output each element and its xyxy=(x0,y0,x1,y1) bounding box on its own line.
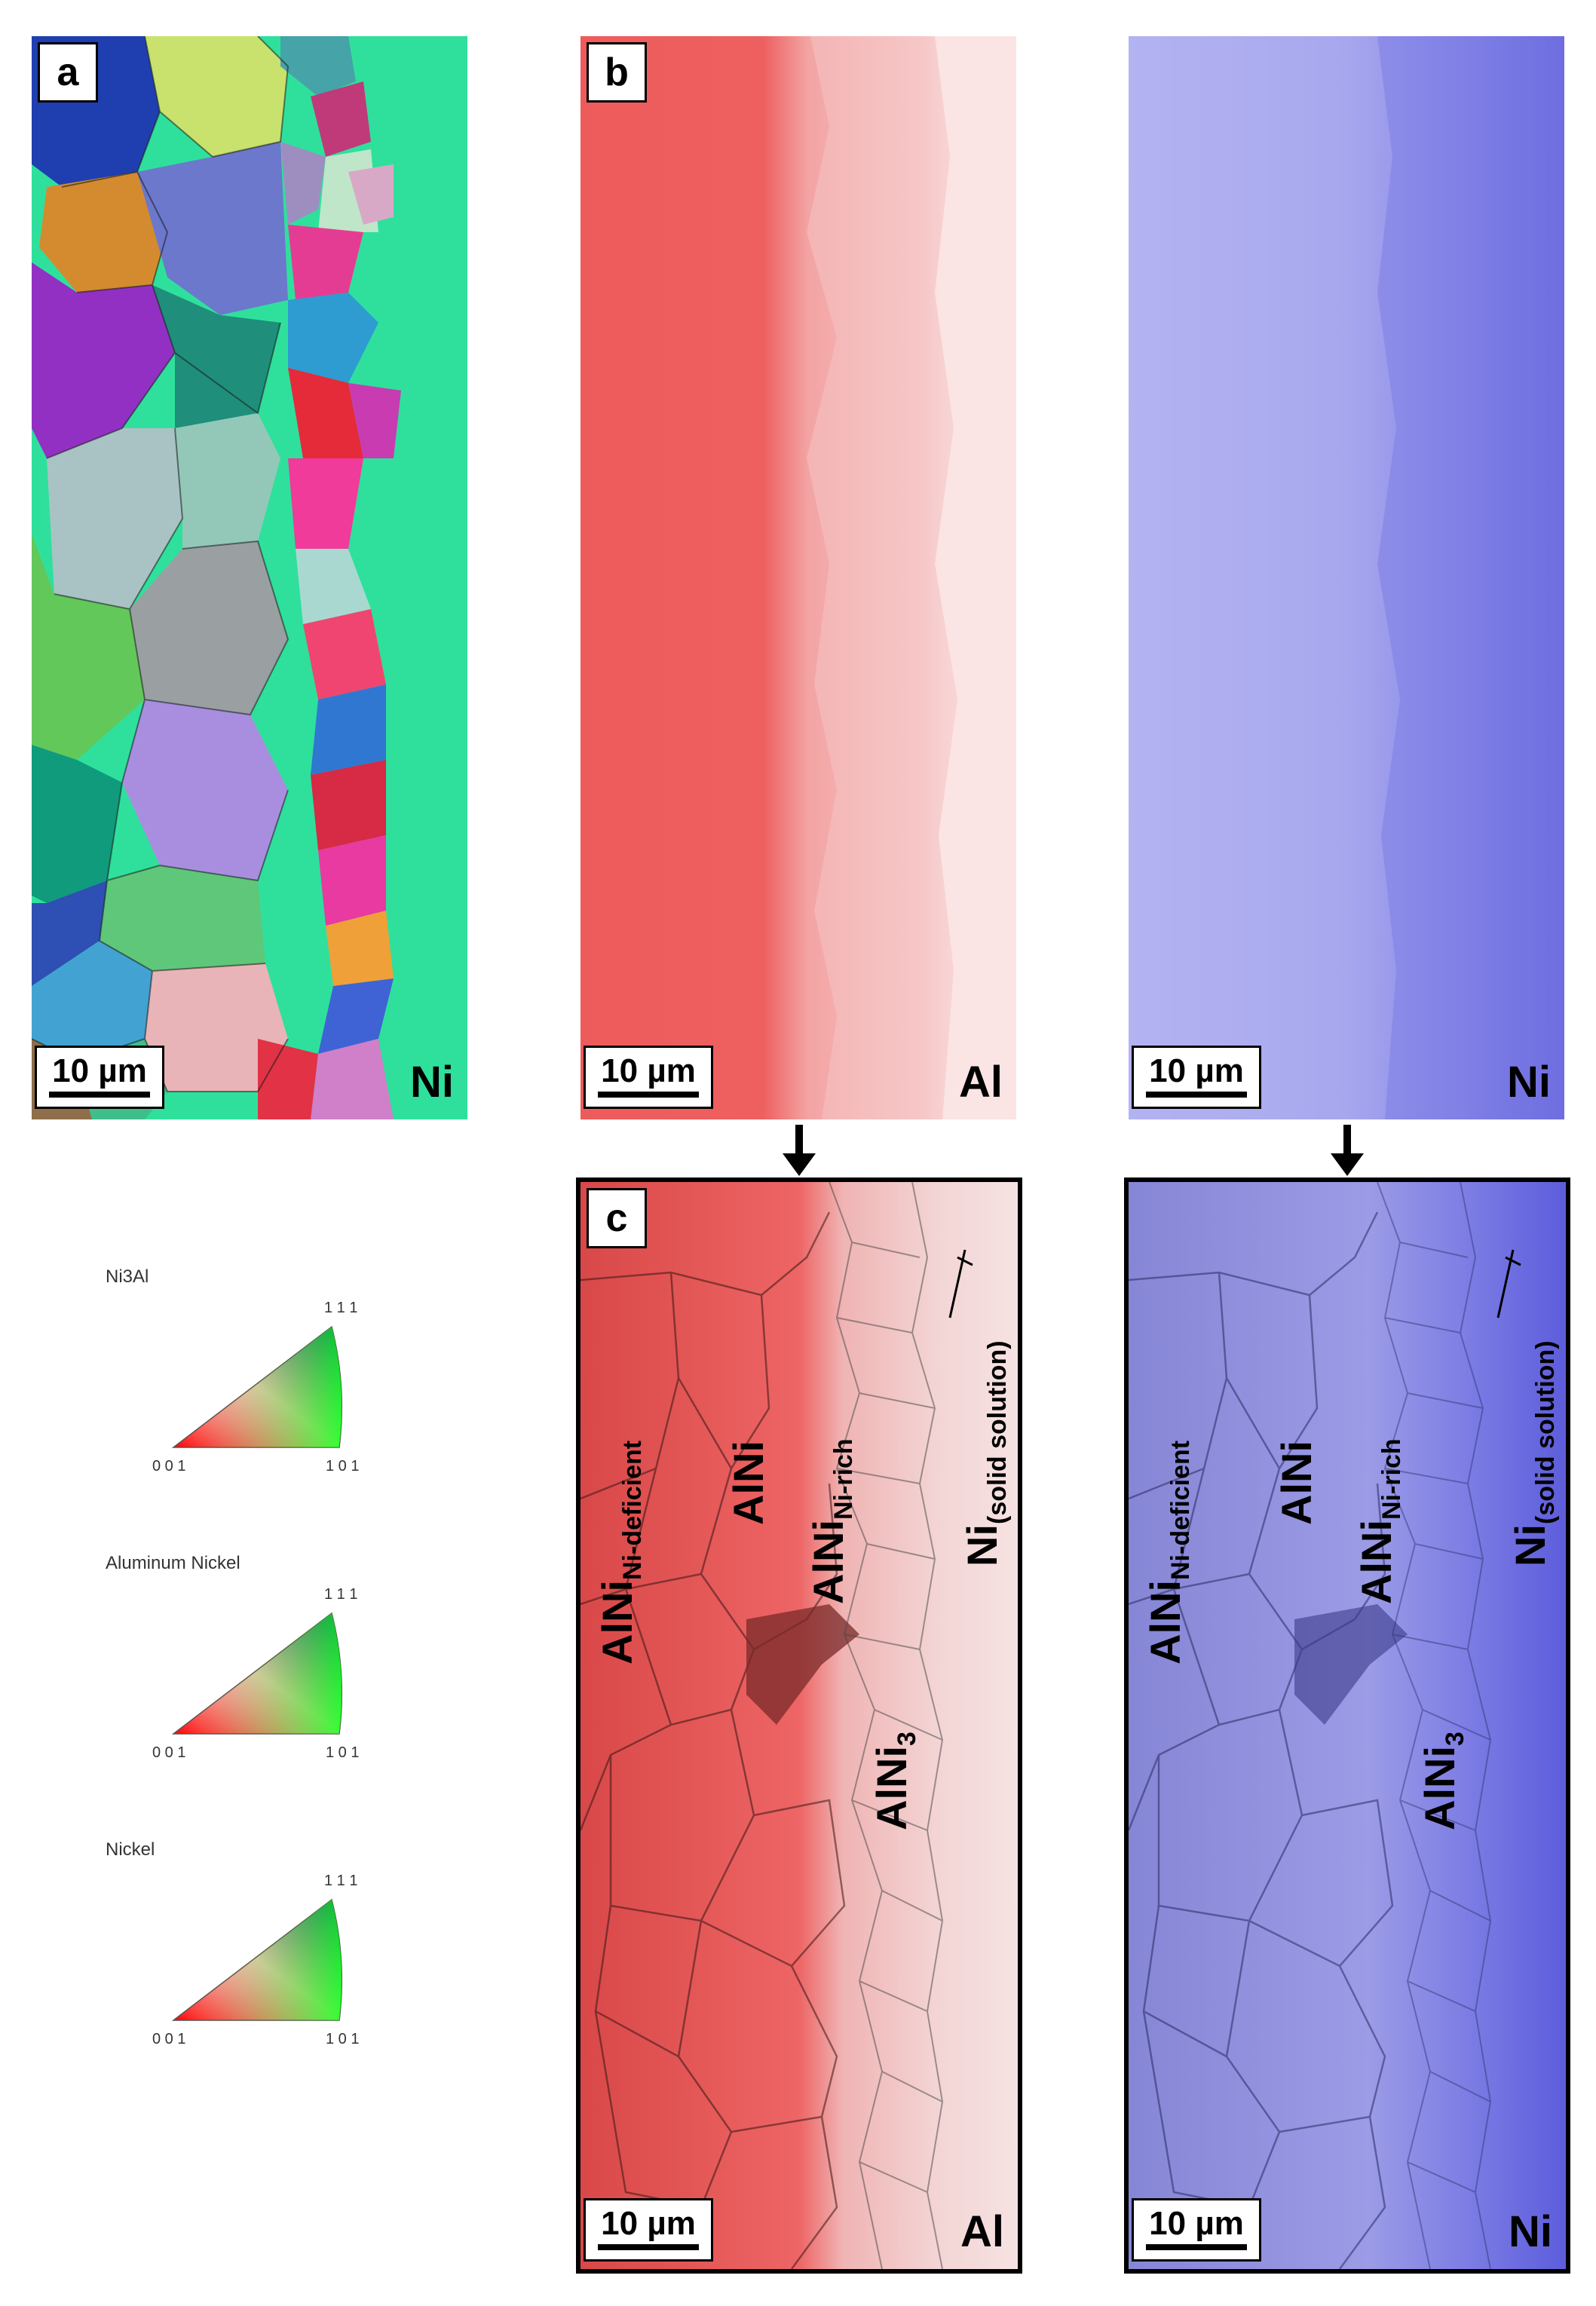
element-label-c-al: Al xyxy=(960,2207,1004,2256)
panel-a-ebsd-map: a 10 µm Ni xyxy=(32,36,467,1119)
scale-bar-b-ni: 10 µm xyxy=(1132,1046,1261,1109)
corner-001: 0 0 1 xyxy=(152,2031,186,2047)
panel-label-a: a xyxy=(38,42,98,103)
element-label-b-al: Al xyxy=(959,1058,1003,1107)
phase-label-ni-rich: AlNiNi-rich xyxy=(804,1438,859,1604)
ipf-triangle-icon xyxy=(171,1325,343,1448)
scale-bar-line xyxy=(1146,2244,1247,2250)
scale-bar-label: 10 µm xyxy=(601,2205,696,2242)
element-label-c-ni: Ni xyxy=(1509,2207,1552,2256)
scale-bar-line xyxy=(1146,1092,1247,1098)
panel-c-ni-overlay: AlNiNi-deficient AlNi AlNiNi-rich AlNi3 … xyxy=(1124,1177,1570,2274)
phase-label-ni-solid-solution: Ni(solid solution) xyxy=(1506,1340,1561,1566)
phase-label-alni: AlNi xyxy=(724,1441,772,1525)
scale-bar-line xyxy=(49,1092,150,1098)
scale-bar-label: 10 µm xyxy=(1149,2205,1244,2242)
ebsd-grain-map xyxy=(32,36,467,1119)
arrow-down-icon xyxy=(783,1125,816,1176)
ipf-legend: Ni3Al 0 0 1 1 0 1 1 1 1 Aluminum Nickel … xyxy=(106,1266,377,2096)
corner-111: 1 1 1 xyxy=(324,1300,358,1316)
legend-title-nickel: Nickel xyxy=(106,1839,155,1860)
ipf-triangle-icon xyxy=(171,1898,343,2021)
ni-concentration-map xyxy=(1129,36,1564,1119)
phase-label-ni-deficient: AlNiNi-deficient xyxy=(1141,1440,1196,1664)
panel-c-al-overlay: c AlNiNi-deficient AlNi AlNiNi-rich AlNi… xyxy=(576,1177,1022,2274)
ipf-triangle-icon xyxy=(171,1612,343,1735)
scale-bar-c-ni: 10 µm xyxy=(1132,2198,1261,2262)
corner-111: 1 1 1 xyxy=(324,1586,358,1603)
corner-101: 1 0 1 xyxy=(326,1744,360,1761)
legend-title-aluminum-nickel: Aluminum Nickel xyxy=(106,1553,240,1573)
corner-001: 0 0 1 xyxy=(152,1744,186,1761)
corner-111: 1 1 1 xyxy=(324,1873,358,1889)
corner-101: 1 0 1 xyxy=(326,2031,360,2047)
phase-label-ni-solid-solution: Ni(solid solution) xyxy=(958,1340,1012,1566)
phase-label-ni-rich: AlNiNi-rich xyxy=(1352,1438,1407,1604)
arrow-down-icon xyxy=(1331,1125,1364,1176)
scale-bar-label: 10 µm xyxy=(601,1052,696,1089)
scale-bar-label: 10 µm xyxy=(1149,1052,1244,1089)
panel-label-b: b xyxy=(587,42,647,103)
phase-label-alni: AlNi xyxy=(1273,1441,1320,1525)
scale-bar-line xyxy=(598,2244,699,2250)
corner-001: 0 0 1 xyxy=(152,1458,186,1475)
legend-title-ni3al: Ni3Al xyxy=(106,1266,149,1287)
scale-bar-c-al: 10 µm xyxy=(584,2198,713,2262)
al-phase-overlay xyxy=(581,1182,1018,2269)
element-label-b-ni: Ni xyxy=(1507,1058,1551,1107)
panel-label-c: c xyxy=(587,1188,647,1248)
scale-bar-a: 10 µm xyxy=(35,1046,164,1109)
phase-label-alni3: AlNi3 xyxy=(1416,1732,1470,1830)
element-label-a: Ni xyxy=(410,1058,454,1107)
corner-101: 1 0 1 xyxy=(326,1458,360,1475)
double-arrow-icon xyxy=(1496,1249,1521,1318)
ni-phase-overlay xyxy=(1129,1182,1566,2269)
panel-b-al-map: b 10 µm Al xyxy=(581,36,1016,1119)
phase-label-ni-deficient: AlNiNi-deficient xyxy=(593,1440,648,1664)
panel-b-ni-map: 10 µm Ni xyxy=(1129,36,1564,1119)
al-concentration-map xyxy=(581,36,1016,1119)
scale-bar-b-al: 10 µm xyxy=(584,1046,713,1109)
scale-bar-label: 10 µm xyxy=(52,1052,147,1089)
scale-bar-line xyxy=(598,1092,699,1098)
double-arrow-icon xyxy=(948,1249,973,1318)
phase-label-alni3: AlNi3 xyxy=(868,1732,922,1830)
